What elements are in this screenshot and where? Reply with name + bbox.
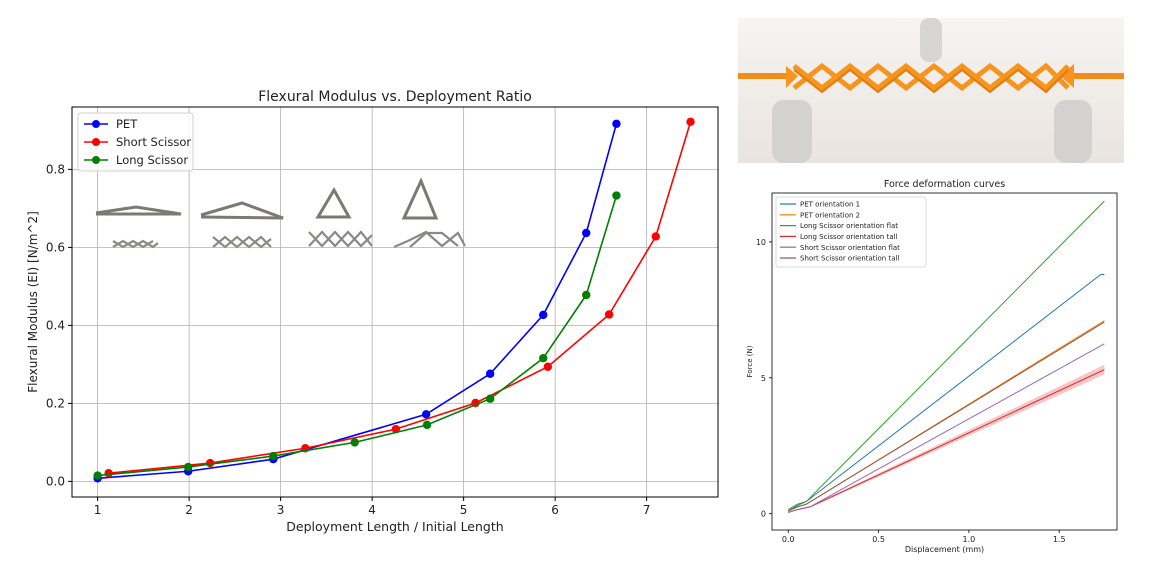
- short-scissor-2b: [212, 235, 272, 249]
- flat-truss-2: [200, 201, 284, 220]
- data-point: [582, 228, 591, 238]
- deployment-illustrations: [95, 177, 439, 220]
- series-line: [97, 123, 618, 480]
- data-point: [543, 362, 553, 371]
- legend: PET Short Scissor Long Scissor: [77, 112, 194, 172]
- legend-marker: [92, 156, 100, 164]
- data-point: [104, 469, 113, 478]
- y-tick-label: 0.8: [46, 162, 65, 176]
- series-line: [108, 121, 692, 475]
- legend-label: Short Scissor: [116, 135, 191, 149]
- data-point: [485, 369, 495, 378]
- triangle-truss-1: [315, 186, 352, 219]
- legend-label: Long Scissor: [116, 153, 188, 167]
- y-tick-label: 0.2: [46, 396, 65, 410]
- long-scissor-2b: [409, 231, 459, 248]
- data-point: [651, 232, 660, 241]
- chart-title: Flexural Modulus vs. Deployment Ratio: [258, 89, 532, 105]
- data-point: [612, 119, 621, 128]
- x-axis: 1 2 3 4 5 6 7: [94, 497, 651, 517]
- x-tick-label: 3: [277, 503, 285, 517]
- data-point: [582, 290, 591, 300]
- scissor-illustrations: [112, 230, 466, 249]
- long-scissor-1b: [308, 230, 373, 248]
- y-tick-label: 0.4: [46, 318, 65, 332]
- triangle-truss-2: [401, 177, 439, 220]
- legend-box: [77, 112, 194, 172]
- y-tick-label: 0.0: [46, 474, 65, 488]
- y-tick-label: 0.6: [46, 240, 65, 254]
- series-long-scissor: [93, 191, 621, 480]
- scissor-structure-photo: [738, 18, 1124, 163]
- data-point: [422, 420, 432, 430]
- legend-label: PET: [116, 117, 138, 131]
- data-point: [350, 438, 359, 447]
- short-scissor-1b: [112, 239, 154, 249]
- data-point: [539, 353, 548, 363]
- x-tick-label: 7: [643, 503, 651, 517]
- legend-marker: [92, 138, 100, 146]
- data-point: [686, 117, 695, 127]
- legend-marker: [92, 120, 100, 128]
- data-point: [269, 451, 278, 461]
- x-tick-label: 1: [94, 503, 102, 517]
- series-pet: [93, 119, 621, 483]
- data-point: [421, 410, 431, 419]
- x-tick-label: 6: [551, 503, 559, 517]
- data-point: [612, 191, 621, 200]
- y-axis-label: Flexural Modulus (EI) [N/m^2]: [26, 211, 40, 393]
- y-axis: 0.0 0.2 0.4 0.6 0.8: [46, 162, 72, 488]
- data-point: [93, 471, 102, 480]
- data-point: [184, 462, 193, 472]
- x-axis-label: Deployment Length / Initial Length: [286, 519, 503, 534]
- x-tick-label: 2: [185, 503, 193, 517]
- series-short-scissor: [104, 117, 695, 478]
- series-group: [93, 117, 695, 483]
- plot-frame: [71, 106, 719, 498]
- x-tick-label: 4: [368, 503, 376, 517]
- long-scissor-2: [393, 230, 466, 249]
- data-point: [604, 310, 614, 319]
- data-point: [485, 394, 495, 403]
- x-tick-label: 5: [460, 503, 468, 517]
- flat-truss-1: [95, 205, 182, 216]
- data-point: [539, 310, 548, 320]
